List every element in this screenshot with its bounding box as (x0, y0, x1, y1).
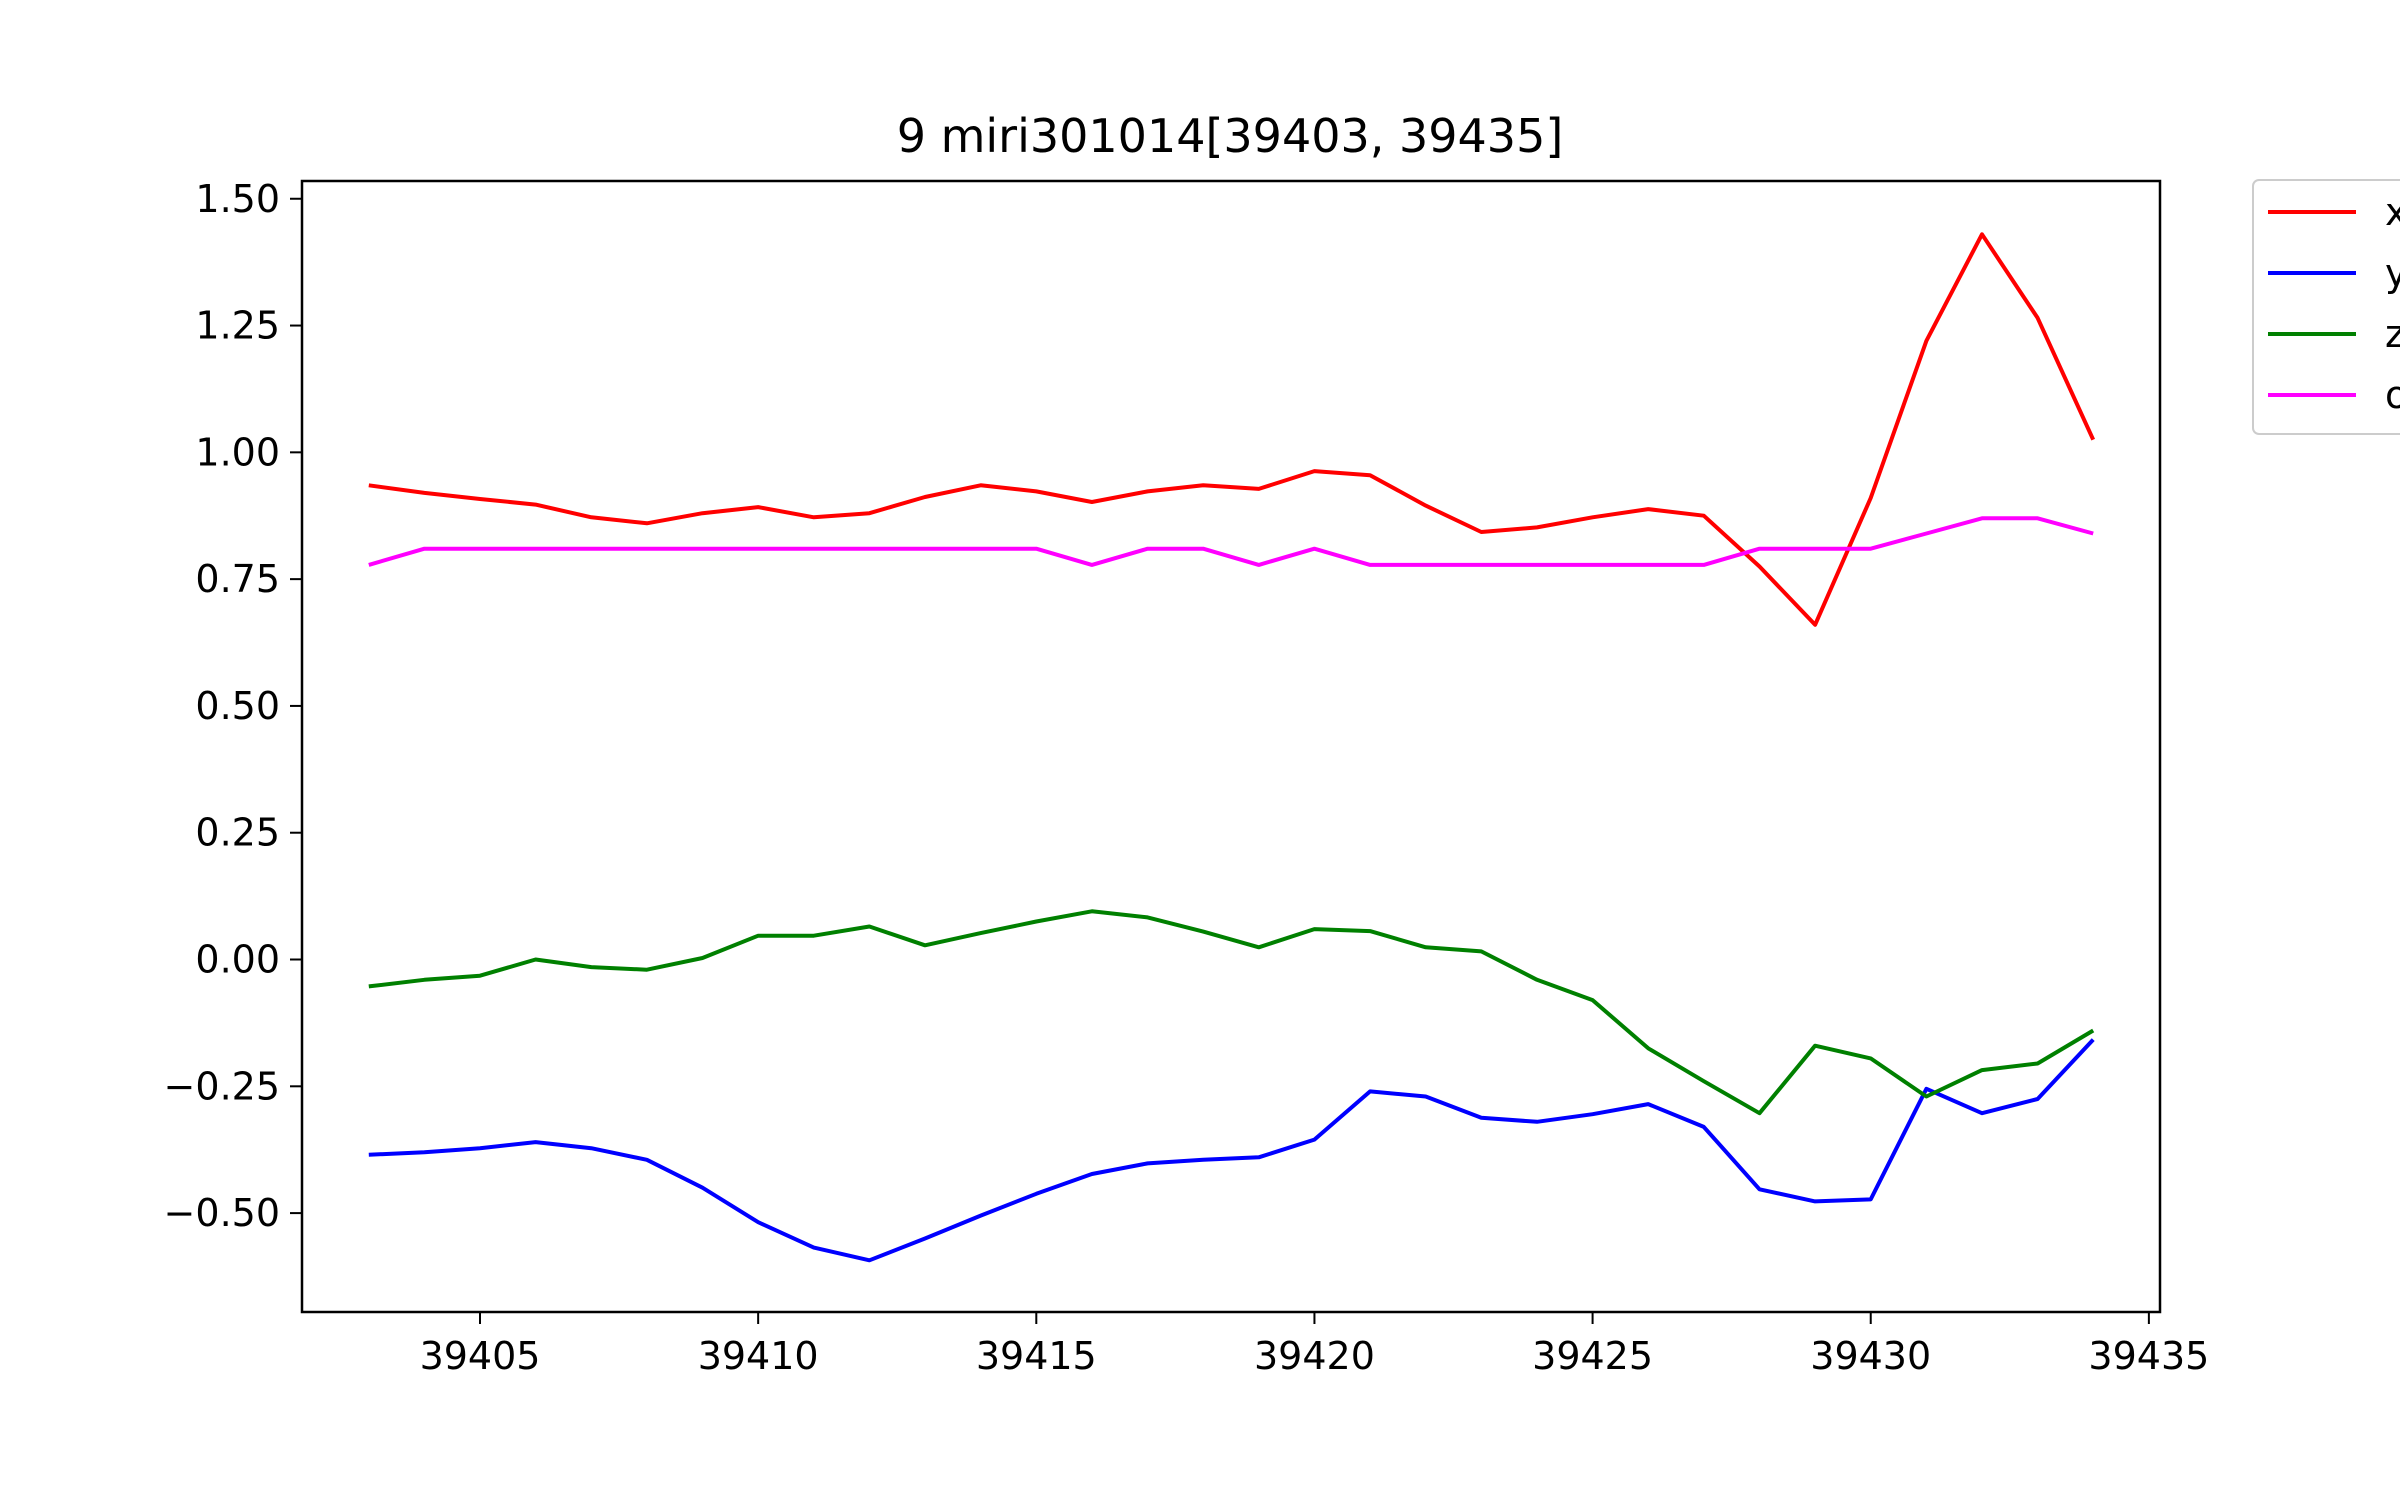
y-tick-label: 0.00 (195, 938, 280, 982)
x-tick-label: 39415 (976, 1334, 1097, 1378)
legend-box (2252, 179, 2400, 435)
y-tick-label: 0.75 (195, 557, 280, 601)
series-line-o (368, 516, 2094, 567)
y-tick-label: 0.25 (195, 811, 280, 855)
y-tick-label: −0.25 (164, 1064, 280, 1108)
y-tick-label: 1.00 (195, 430, 280, 474)
y-tick-label: 1.25 (195, 304, 280, 348)
legend-label-x: x (2385, 190, 2400, 234)
series-line-z (368, 909, 2095, 1116)
x-tick-label: 39430 (1810, 1334, 1931, 1378)
series-line-x (368, 232, 2096, 627)
x-tick-label: 39435 (2088, 1334, 2209, 1378)
y-tick-label: 0.50 (195, 684, 280, 728)
x-tick-label: 39405 (420, 1334, 541, 1378)
x-tick-label: 39410 (698, 1334, 819, 1378)
y-tick-label: 1.50 (195, 177, 280, 221)
x-axis: 39405 39410 39415 39420 39425 39430 39435 (420, 1312, 2209, 1378)
legend-label-o: o (2385, 373, 2400, 417)
legend-label-y: y (2385, 251, 2400, 295)
series-lines (368, 232, 2096, 1263)
y-axis: 1.50 1.25 1.00 0.75 0.50 0.25 0.00 −0.25 −0.50 (164, 177, 302, 1235)
y-tick-label: −0.50 (164, 1191, 280, 1235)
chart-title: 9 miri301014[39403, 39435] (897, 109, 1564, 163)
series-line-y (368, 1038, 2095, 1263)
plot-area (300, 179, 2162, 1314)
axes-frame (300, 179, 2162, 1314)
x-tick-label: 39420 (1254, 1334, 1375, 1378)
legend-label-z: z (2385, 312, 2400, 356)
x-tick-label: 39425 (1532, 1334, 1653, 1378)
